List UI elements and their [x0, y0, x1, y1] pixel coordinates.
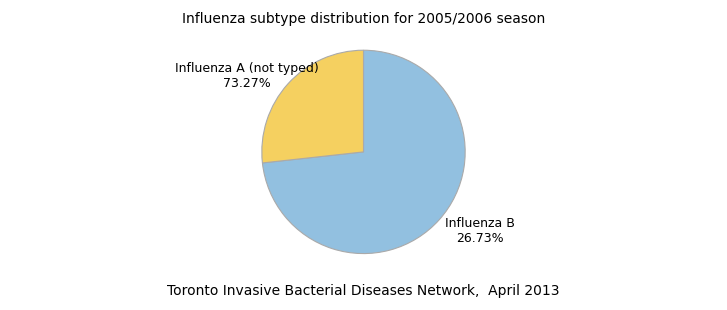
Wedge shape [262, 50, 465, 254]
Text: Influenza A (not typed)
73.27%: Influenza A (not typed) 73.27% [174, 62, 318, 90]
Text: Toronto Invasive Bacterial Diseases Network,  April 2013: Toronto Invasive Bacterial Diseases Netw… [167, 284, 560, 298]
Text: Influenza B
26.73%: Influenza B 26.73% [446, 217, 515, 245]
Wedge shape [262, 50, 364, 163]
Text: Influenza subtype distribution for 2005/2006 season: Influenza subtype distribution for 2005/… [182, 12, 545, 26]
